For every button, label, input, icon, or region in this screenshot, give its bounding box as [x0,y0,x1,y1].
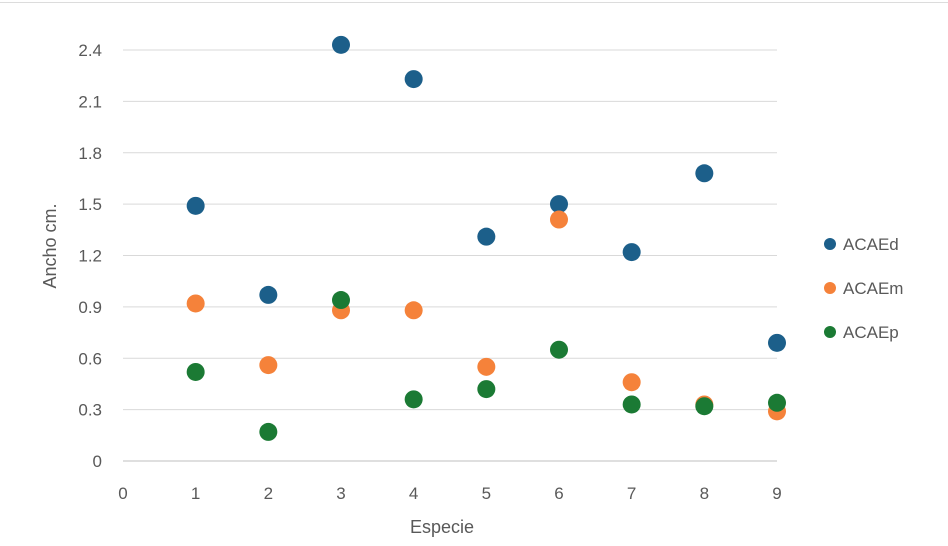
y-tick-label: 1.2 [78,247,102,266]
y-tick-label: 1.8 [78,144,102,163]
data-point [622,373,641,392]
data-point [259,356,278,375]
data-point [404,70,423,89]
data-point [259,285,278,304]
x-axis-title: Especie [410,517,474,537]
data-point [768,333,786,352]
y-tick-label: 0 [93,452,102,471]
x-tick-label: 3 [336,484,345,503]
x-tick-label: 2 [264,484,273,503]
legend-marker [824,326,836,338]
x-tick-label: 7 [627,484,636,503]
x-tick-label: 6 [554,484,563,503]
data-point [404,390,423,409]
y-tick-label: 0.9 [78,298,102,317]
data-point [404,301,423,320]
data-point [695,397,714,416]
gridlines [123,49,777,462]
data-points [186,35,786,441]
data-point [550,210,568,229]
data-point [186,362,205,381]
legend-label: ACAEd [843,235,899,254]
y-tick-label: 1.5 [78,195,102,214]
x-tick-label: 4 [409,484,418,503]
y-tick-label: 0.6 [78,349,102,368]
x-tick-label: 0 [118,484,127,503]
data-point [186,196,205,215]
y-axis-title: Ancho cm. [40,203,60,288]
data-point [332,291,350,310]
legend-marker [824,238,836,250]
x-tick-label: 8 [700,484,709,503]
data-point [768,393,786,412]
data-point [550,340,568,359]
data-point [477,380,496,399]
legend-marker [824,282,836,294]
data-point [622,243,641,262]
y-tick-label: 2.1 [78,92,102,111]
y-tick-label: 0.3 [78,401,102,420]
data-point [186,294,205,313]
series-ACAEp [186,291,786,441]
data-point [622,395,641,414]
y-tick-label: 2.4 [78,41,102,60]
legend: ACAEd ACAEm ACAEp [824,235,903,342]
data-point [477,227,496,246]
data-point [332,35,350,54]
x-tick-label: 9 [772,484,781,503]
data-point [477,357,496,376]
data-point [550,195,568,214]
y-axis-ticks: 0 0.3 0.6 0.9 1.2 1.5 1.8 2.1 2.4 [78,41,102,471]
x-tick-label: 1 [191,484,200,503]
data-point [259,422,278,441]
x-tick-label: 5 [482,484,491,503]
data-point [695,164,714,183]
series-ACAEd [186,35,786,352]
legend-label: ACAEm [843,279,903,298]
legend-label: ACAEp [843,323,899,342]
x-axis-ticks: 0 1 2 3 4 5 6 7 8 9 [118,484,781,503]
